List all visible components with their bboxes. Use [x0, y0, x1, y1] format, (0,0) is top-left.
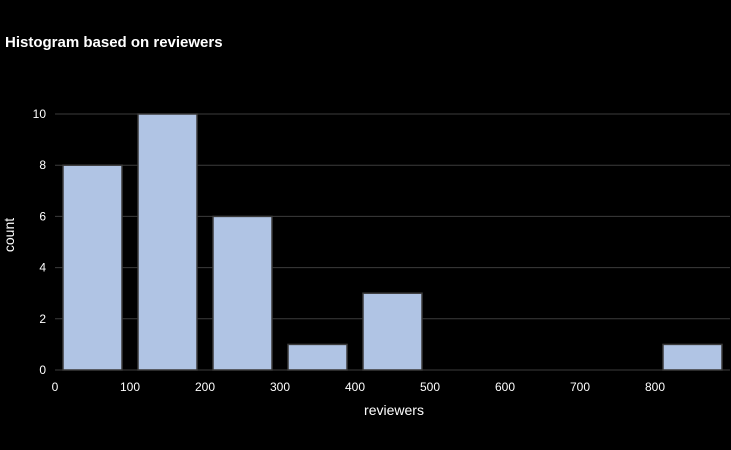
- x-tick-label: 100: [120, 380, 140, 394]
- histogram-bar-400-500: [362, 292, 423, 371]
- histogram-bar-300-400: [287, 343, 348, 371]
- x-axis-label: reviewers: [364, 402, 424, 418]
- chart-title: Histogram based on reviewers: [5, 34, 223, 51]
- x-tick-label: 400: [345, 380, 365, 394]
- x-tick-label: 0: [52, 380, 59, 394]
- y-tick-label: 4: [39, 261, 46, 275]
- x-tick-label: 700: [570, 380, 590, 394]
- histogram-bar-0-100: [62, 164, 123, 371]
- x-tick-label: 500: [420, 380, 440, 394]
- x-tick-label: 600: [495, 380, 515, 394]
- histogram-bar-800-900: [662, 343, 723, 371]
- y-axis-label: count: [1, 218, 17, 252]
- y-tick-label: 8: [39, 158, 46, 172]
- y-tick-labels: 0 2 4 6 8 10: [33, 107, 47, 377]
- histogram-bar-200-300: [212, 215, 273, 371]
- x-tick-label: 300: [270, 380, 290, 394]
- x-tick-label: 800: [645, 380, 665, 394]
- y-tick-label: 2: [39, 312, 46, 326]
- y-tick-label: 0: [39, 363, 46, 377]
- x-tick-label: 200: [195, 380, 215, 394]
- y-tick-label: 6: [39, 209, 46, 223]
- y-tick-label: 10: [33, 107, 47, 121]
- x-tick-labels: 0 100 200 300 400 500 600 700 800: [52, 380, 666, 394]
- bars: [62, 113, 723, 371]
- histogram-bar-100-200: [137, 113, 198, 371]
